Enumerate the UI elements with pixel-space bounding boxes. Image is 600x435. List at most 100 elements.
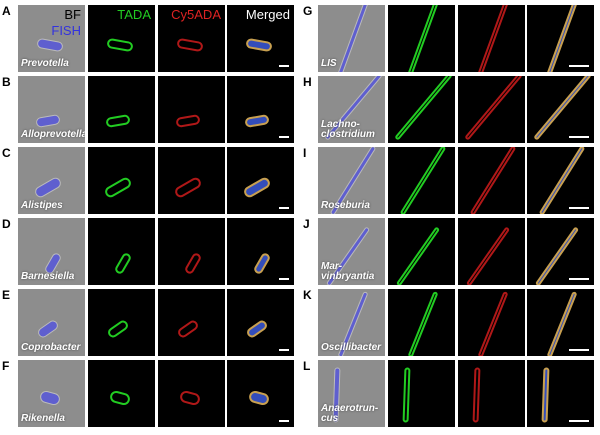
image-panel-merged	[527, 360, 594, 427]
bacterium-cell	[402, 367, 410, 423]
image-panel-bf: Roseburia	[318, 147, 385, 214]
header-tada: TADA	[117, 7, 151, 22]
bacterium-cell	[105, 113, 131, 129]
image-panel-bf: Barnesiella	[18, 218, 85, 285]
image-panel-tada	[388, 5, 455, 72]
taxon-name: Mar- vinbryantia	[321, 261, 375, 282]
header-merged: Merged	[245, 7, 290, 22]
taxon-name: Alistipes	[21, 200, 63, 211]
taxon-name: Barnesiella	[21, 271, 75, 282]
image-panel-cy5	[458, 218, 525, 285]
bacterium-cell	[538, 147, 586, 214]
bacterium-cell	[103, 175, 133, 199]
image-panel-tada	[388, 147, 455, 214]
panel-letter: L	[303, 359, 311, 373]
image-panel-cy5	[158, 147, 225, 214]
panel-letter: H	[303, 75, 312, 89]
image-panel-merged	[527, 218, 594, 285]
image-panel-merged	[227, 147, 294, 214]
scale-bar	[279, 65, 289, 67]
image-panel-bf: Prevotella BF FISH	[18, 5, 85, 72]
scale-bar	[569, 349, 589, 351]
scale-bar	[279, 349, 289, 351]
image-panel-tada	[388, 289, 455, 356]
panel-letter: F	[2, 359, 10, 373]
bacterium-cell	[546, 290, 578, 356]
taxon-name: Alloprevotella	[21, 129, 85, 140]
image-panel-merged	[227, 76, 294, 143]
scale-bar	[569, 278, 589, 280]
image-panel-merged	[527, 5, 594, 72]
bacterium-cell	[399, 147, 447, 214]
image-panel-tada	[388, 218, 455, 285]
scale-bar	[569, 65, 589, 67]
bacterium-cell	[35, 113, 61, 129]
image-panel-tada: TADA	[88, 5, 155, 72]
panel-letter: C	[2, 146, 11, 160]
scale-bar	[569, 420, 589, 422]
scale-bar	[279, 278, 289, 280]
bacterium-cell	[247, 389, 271, 407]
bacterium-cell	[173, 175, 203, 199]
bacterium-cell	[395, 225, 441, 285]
bacterium-cell	[106, 318, 130, 340]
bacterium-cell	[33, 175, 63, 199]
bacterium-cell	[465, 225, 511, 285]
taxon-name: Prevotella	[21, 58, 69, 69]
image-panel-bf: Alistipes	[18, 147, 85, 214]
image-panel-cy5	[458, 5, 525, 72]
image-panel-merged	[227, 289, 294, 356]
panel-letter: J	[303, 217, 310, 231]
bacterium-cell	[176, 318, 200, 340]
bacterium-cell	[176, 37, 204, 53]
image-panel-merged	[227, 360, 294, 427]
bacterium-cell	[407, 290, 439, 356]
image-panel-merged	[527, 147, 594, 214]
header-cy5ada: Cy5ADA	[171, 7, 221, 22]
scale-bar	[279, 420, 289, 422]
image-panel-merged: Merged	[227, 5, 294, 72]
taxon-name: Lachno- clostridium	[321, 119, 375, 140]
bacterium-cell	[175, 113, 201, 129]
image-panel-bf: Mar- vinbryantia	[318, 218, 385, 285]
bacterium-cell	[532, 76, 592, 141]
image-panel-cy5	[458, 360, 525, 427]
image-panel-tada	[388, 360, 455, 427]
image-panel-cy5	[458, 289, 525, 356]
panel-letter: G	[303, 4, 313, 18]
taxon-name: Coprobacter	[21, 342, 81, 353]
bacterium-cell	[245, 37, 273, 53]
image-panel-cy5	[158, 218, 225, 285]
panel-letter: I	[303, 146, 307, 160]
bacterium-cell	[476, 5, 510, 72]
bacterium-cell	[178, 389, 202, 407]
bacterium-cell	[38, 389, 62, 407]
scale-bar	[569, 207, 589, 209]
image-panel-cy5	[458, 147, 525, 214]
image-panel-cy5	[158, 289, 225, 356]
bacterium-cell	[469, 147, 517, 214]
image-panel-bf: Coprobacter	[18, 289, 85, 356]
bacterium-cell	[336, 5, 370, 72]
bacterium-cell	[36, 318, 60, 340]
taxon-name: LIS	[321, 58, 337, 69]
image-panel-cy5	[158, 76, 225, 143]
panel-letter: E	[2, 288, 11, 302]
bacterium-cell	[472, 367, 480, 423]
image-panel-bf: Lachno- clostridium	[318, 76, 385, 143]
taxon-name: Oscillibacter	[321, 342, 382, 353]
image-panel-tada	[88, 360, 155, 427]
image-panel-bf: Rikenella	[18, 360, 85, 427]
header-fish: FISH	[51, 23, 81, 38]
image-panel-merged	[527, 76, 594, 143]
bacterium-cell	[245, 318, 269, 340]
image-panel-bf: Oscillibacter	[318, 289, 385, 356]
image-panel-bf: Anaerotrun- cus	[318, 360, 385, 427]
bacterium-cell	[545, 5, 579, 72]
image-panel-bf: LIS	[318, 5, 385, 72]
taxon-name: Roseburia	[321, 200, 370, 211]
bacterium-cell	[463, 76, 523, 141]
image-panel-tada	[388, 76, 455, 143]
bacterium-cell	[541, 367, 549, 423]
image-panel-tada	[88, 218, 155, 285]
